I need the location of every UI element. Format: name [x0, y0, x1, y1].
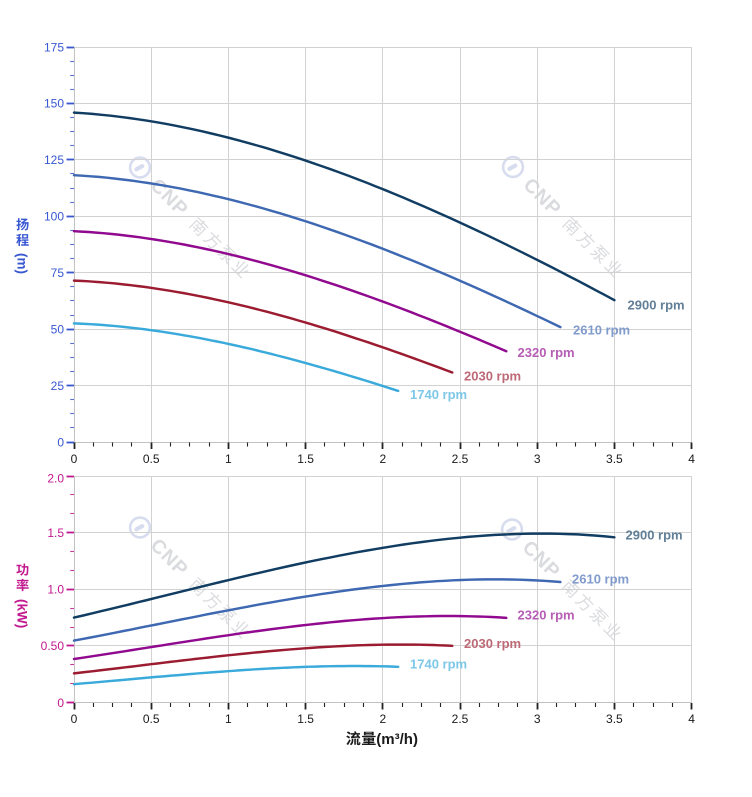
svg-text:0.5: 0.5	[143, 712, 160, 726]
svg-text:0.5: 0.5	[143, 452, 160, 466]
svg-text:1: 1	[225, 712, 232, 726]
svg-text:2030 rpm: 2030 rpm	[464, 636, 521, 651]
svg-text:125: 125	[44, 153, 64, 167]
svg-text:100: 100	[44, 210, 64, 224]
svg-text:50: 50	[51, 322, 65, 336]
svg-text:2: 2	[379, 452, 386, 466]
svg-text:0: 0	[71, 452, 78, 466]
svg-text:25: 25	[51, 379, 65, 393]
svg-text:(kW): (kW)	[15, 599, 30, 628]
svg-text:2.5: 2.5	[452, 712, 469, 726]
svg-text:1.5: 1.5	[297, 712, 314, 726]
svg-text:1: 1	[225, 452, 232, 466]
svg-text:2320 rpm: 2320 rpm	[518, 345, 575, 360]
svg-text:0: 0	[71, 712, 78, 726]
svg-text:0: 0	[57, 696, 64, 710]
svg-text:(m): (m)	[15, 253, 30, 274]
svg-text:2.5: 2.5	[452, 452, 469, 466]
svg-text:2.0: 2.0	[47, 472, 64, 486]
svg-text:2610 rpm: 2610 rpm	[572, 571, 629, 586]
svg-text:1.0: 1.0	[47, 583, 64, 597]
svg-text:2900 rpm: 2900 rpm	[626, 528, 683, 543]
svg-text:2320 rpm: 2320 rpm	[518, 608, 575, 623]
svg-text:0.50: 0.50	[41, 639, 65, 653]
svg-text:2: 2	[379, 712, 386, 726]
svg-text:3: 3	[534, 712, 541, 726]
svg-text:75: 75	[51, 266, 65, 280]
svg-text:1740 rpm: 1740 rpm	[410, 656, 467, 671]
svg-text:3: 3	[534, 452, 541, 466]
svg-text:150: 150	[44, 97, 64, 111]
svg-text:1.5: 1.5	[47, 526, 64, 540]
svg-text:2030 rpm: 2030 rpm	[464, 368, 521, 383]
svg-text:(m³/h): (m³/h)	[376, 731, 418, 748]
svg-text:0: 0	[57, 435, 64, 449]
svg-text:175: 175	[44, 40, 64, 54]
svg-text:4: 4	[688, 712, 695, 726]
svg-text:1740 rpm: 1740 rpm	[410, 387, 467, 402]
svg-text:3.5: 3.5	[606, 452, 623, 466]
svg-text:2900 rpm: 2900 rpm	[628, 297, 685, 312]
svg-text:2610 rpm: 2610 rpm	[573, 322, 630, 337]
svg-text:1.5: 1.5	[297, 452, 314, 466]
svg-text:4: 4	[688, 452, 695, 466]
svg-text:3.5: 3.5	[606, 712, 623, 726]
